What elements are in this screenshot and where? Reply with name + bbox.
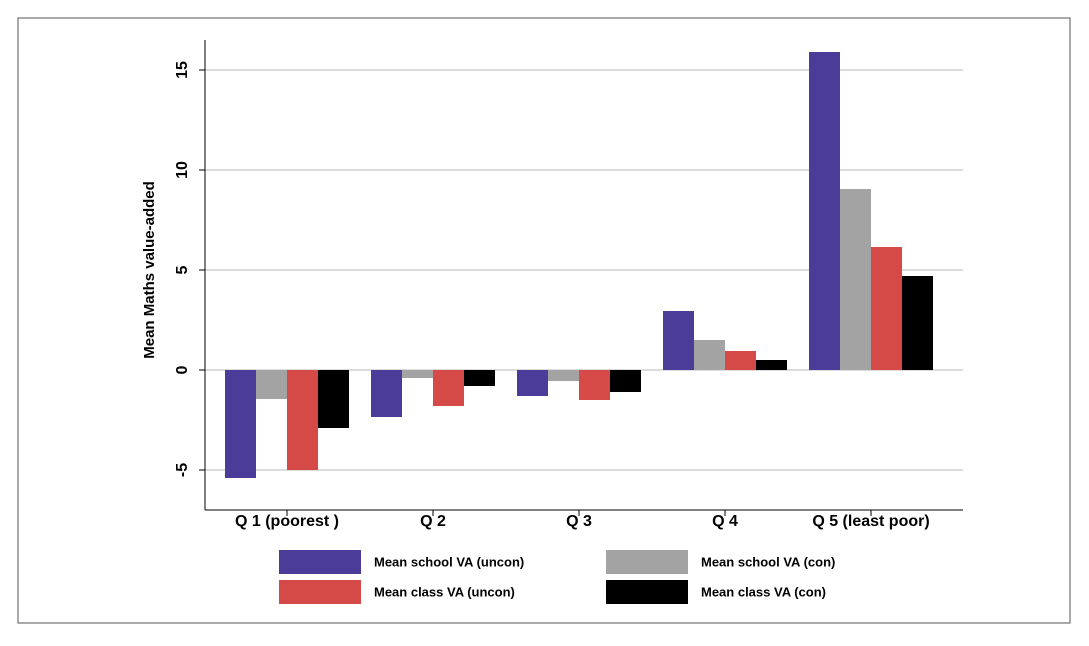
y-tick-label: 5 [174, 265, 191, 274]
x-tick-label: Q 4 [712, 513, 738, 530]
bar [548, 370, 579, 381]
y-tick-label: -5 [174, 463, 191, 477]
legend-swatch [279, 580, 361, 604]
y-axis-label: Mean Maths value-added [141, 181, 158, 359]
legend-label: Mean class VA (uncon) [374, 584, 515, 599]
bar [517, 370, 548, 396]
legend-swatch [279, 550, 361, 574]
bar [610, 370, 641, 392]
bar [663, 311, 694, 370]
bar [809, 52, 840, 370]
bar [402, 370, 433, 378]
x-tick-label: Q 3 [566, 513, 592, 530]
x-tick-label: Q 5 (least poor) [812, 513, 929, 530]
legend-label: Mean class VA (con) [701, 584, 826, 599]
y-tick-label: 15 [174, 61, 191, 79]
y-tick-label: 10 [174, 161, 191, 179]
bar [433, 370, 464, 406]
bar [371, 370, 402, 417]
bar [287, 370, 318, 470]
bar [840, 189, 871, 370]
x-tick-label: Q 2 [420, 513, 446, 530]
bar [871, 247, 902, 370]
legend-label: Mean school VA (con) [701, 554, 835, 569]
bar [902, 276, 933, 370]
bar [256, 370, 287, 399]
legend-swatch [606, 580, 688, 604]
bar [318, 370, 349, 428]
legend-label: Mean school VA (uncon) [374, 554, 524, 569]
x-tick-label: Q 1 (poorest ) [235, 513, 339, 530]
bar [464, 370, 495, 386]
y-tick-label: 0 [174, 365, 191, 374]
bar [725, 351, 756, 370]
bar [694, 340, 725, 370]
bar [579, 370, 610, 400]
bar [756, 360, 787, 370]
legend-swatch [606, 550, 688, 574]
bar [225, 370, 256, 478]
